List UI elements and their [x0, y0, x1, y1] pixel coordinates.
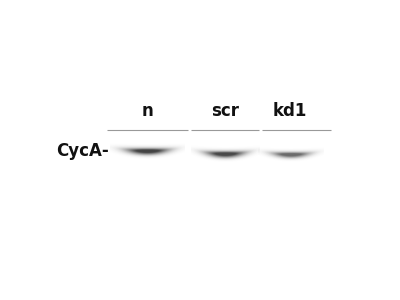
Text: scr: scr [211, 102, 239, 120]
Text: kd1: kd1 [273, 102, 308, 120]
Text: n: n [142, 102, 154, 120]
Text: CycA-: CycA- [56, 142, 109, 160]
